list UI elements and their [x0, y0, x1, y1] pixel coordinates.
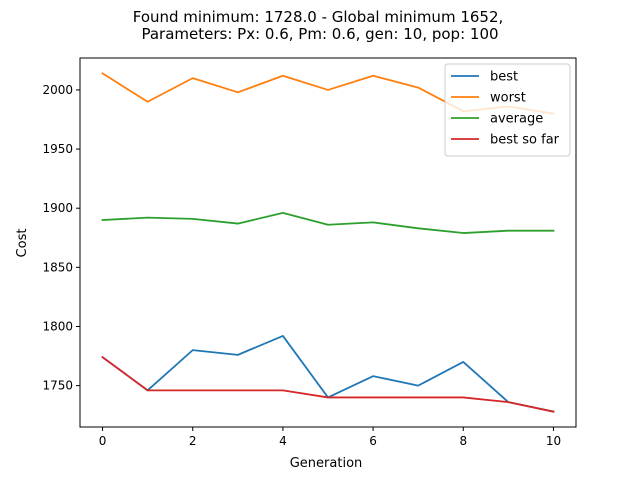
legend-label: worst [490, 91, 526, 106]
y-tick-label: 1900 [42, 201, 73, 215]
plot-frame [79, 57, 577, 428]
legend-label: average [490, 112, 543, 127]
series-line-best-so-far [101, 355, 555, 413]
x-tick-label: 0 [99, 434, 107, 448]
legend: best worst average best so far [444, 63, 571, 157]
x-tick-label: 6 [369, 434, 377, 448]
legend-label: best so far [490, 133, 560, 148]
y-tick-label: 2000 [42, 83, 73, 97]
y-tick-label: 1750 [42, 379, 73, 393]
legend-box [444, 63, 571, 157]
x-tick-label: 2 [189, 434, 197, 448]
chart-title-line1: Found minimum: 1728.0 - Global minimum 1… [133, 8, 504, 26]
x-axis: 0 2 4 6 8 10 [99, 427, 561, 448]
y-tick-label: 1850 [42, 260, 73, 274]
chart-title-line2: Parameters: Px: 0.6, Pm: 0.6, gen: 10, p… [141, 25, 498, 43]
y-axis: 1750 1800 1850 1900 1950 2000 [42, 83, 80, 393]
x-tick-label: 8 [459, 434, 467, 448]
y-tick-label: 1950 [42, 142, 73, 156]
series-line-average [101, 212, 555, 234]
legend-label: best [490, 70, 518, 85]
x-tick-label: 4 [279, 434, 287, 448]
x-axis-label: Generation [290, 456, 363, 471]
y-axis-label: Cost [15, 229, 30, 258]
y-tick-label: 1800 [42, 319, 73, 333]
x-tick-label: 10 [546, 434, 561, 448]
